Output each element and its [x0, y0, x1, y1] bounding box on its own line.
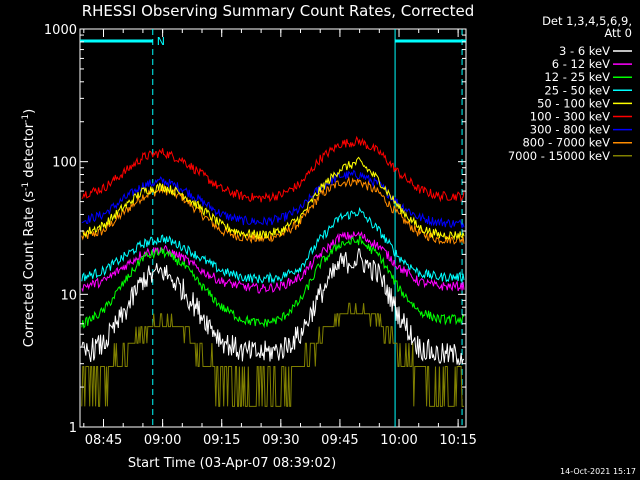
legend-header-line-2: Att 0 — [604, 26, 632, 40]
series-line-7 — [81, 176, 465, 245]
y-tick-label: 10 — [60, 288, 77, 303]
night-annotations: N — [80, 29, 466, 427]
legend-label-2: 12 - 25 keV — [544, 70, 610, 84]
series-line-4 — [81, 156, 465, 241]
chart-title: RHESSI Observing Summary Count Rates, Co… — [82, 2, 475, 20]
legend-label-4: 50 - 100 keV — [537, 96, 610, 110]
y-tick-label: 1 — [69, 421, 77, 436]
x-tick-label: 08:45 — [85, 433, 122, 448]
y-axis-label: Corrected Count Rate (s-1 detector-1) — [21, 109, 37, 347]
legend-label-5: 100 - 300 keV — [530, 110, 610, 124]
plot-frame — [79, 28, 467, 428]
x-tick-label: 09:00 — [144, 433, 181, 448]
series-line-0 — [81, 248, 465, 366]
night-label: N — [157, 35, 165, 48]
series-line-3 — [81, 206, 465, 284]
x-tick-label: 10:00 — [380, 433, 417, 448]
y-tick-label: 100 — [52, 156, 77, 171]
series-line-5 — [81, 135, 465, 203]
x-axis-label: Start Time (03-Apr-07 08:39:02) — [128, 456, 336, 471]
legend-label-6: 300 - 800 keV — [530, 123, 610, 137]
legend-header-line-1: Det 1,3,4,5,6,9, — [542, 14, 632, 28]
x-tick-label: 09:45 — [321, 433, 358, 448]
legend-label-7: 800 - 7000 keV — [522, 136, 610, 150]
series-line-8 — [81, 302, 464, 407]
timestamp: 14-Oct-2021 15:17 — [560, 467, 636, 476]
x-tick-label: 10:15 — [439, 433, 476, 448]
legend-label-0: 3 - 6 keV — [559, 44, 610, 58]
y-tick-label: 1000 — [44, 23, 77, 38]
series-layer — [81, 135, 465, 407]
legend-label-3: 25 - 50 keV — [544, 83, 610, 97]
series-line-2 — [81, 234, 465, 329]
legend-label-1: 6 - 12 keV — [552, 57, 610, 71]
legend-label-8: 7000 - 15000 keV — [508, 149, 610, 163]
x-tick-label: 09:30 — [262, 433, 299, 448]
x-tick-label: 09:15 — [203, 433, 240, 448]
axes: 08:45 09:00 09:15 09:30 09:45 10:00 10:15 1 10 10… — [44, 23, 477, 448]
